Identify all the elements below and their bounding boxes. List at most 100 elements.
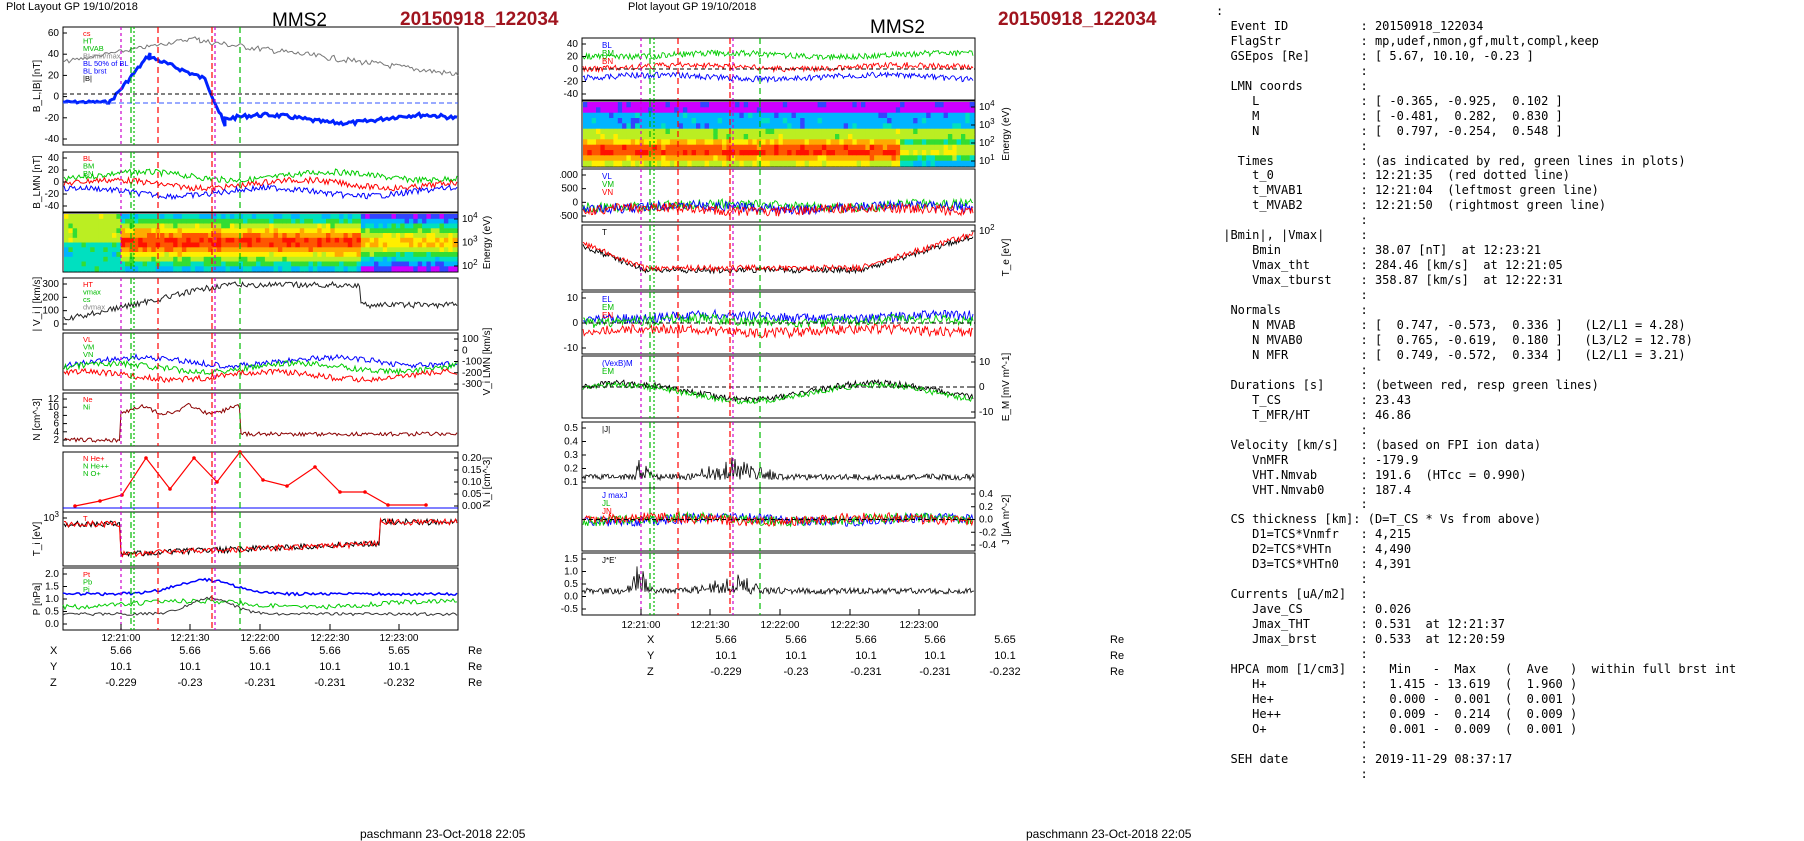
middle-spectrogram-cell — [596, 134, 601, 140]
left-spectrogram-cell — [68, 242, 74, 248]
left-spectrogram-cell — [299, 237, 305, 244]
left-spectrogram-cell — [395, 252, 401, 258]
left-spectrogram-cell — [291, 237, 297, 244]
middle-spectrogram-cell — [717, 118, 723, 124]
left-spectrogram-cell — [264, 214, 270, 220]
left-spectrogram-cell — [426, 228, 432, 234]
left-spectrogram-cell — [208, 218, 214, 225]
left-spectrogram-cell — [251, 218, 257, 225]
left-spectrogram-cell — [264, 247, 270, 253]
middle-legend-entry: (VexB)M — [602, 359, 633, 368]
middle-spectrogram-cell — [791, 150, 797, 156]
middle-spectrogram-cell — [730, 150, 736, 156]
middle-spectrogram-cell — [826, 123, 832, 130]
left-spectrogram-cell — [413, 218, 419, 225]
middle-y-tick-label: 0.4 — [979, 489, 993, 500]
middle-data-trace — [582, 61, 974, 74]
left-spectrogram-cell — [72, 261, 78, 267]
left-spectrogram-cell — [133, 252, 139, 258]
middle-legend-entry: VM — [602, 180, 614, 189]
left-position-value: 5.66 — [319, 645, 341, 657]
middle-spectrogram-cell — [739, 134, 745, 140]
middle-spectrogram-cell — [804, 107, 810, 114]
middle-position-unit: Re — [1110, 666, 1125, 678]
middle-spectrogram-cell — [908, 107, 914, 114]
left-y-tick-label: 300 — [42, 279, 59, 290]
left-spectrogram-cell — [64, 266, 69, 272]
left-spectrogram-cell — [413, 214, 419, 220]
left-spectrogram-cell — [138, 233, 144, 239]
middle-spectrogram-cell — [609, 123, 614, 130]
middle-spectrogram-cell — [821, 123, 827, 130]
middle-spectrogram-cell — [939, 102, 945, 108]
middle-spectrogram-cell — [665, 112, 671, 119]
middle-spectrogram-cell — [591, 139, 597, 146]
left-spectrogram-cell — [98, 233, 104, 239]
middle-spectrogram-cell — [700, 134, 706, 140]
left-spectrogram-cell — [308, 242, 314, 248]
middle-spectrogram-cell — [874, 112, 879, 119]
left-spectrogram-cell — [72, 252, 78, 258]
middle-spectrogram-cell — [735, 112, 740, 119]
middle-y-tick-label: 1.0 — [564, 567, 578, 578]
middle-spectrogram-cell — [939, 134, 945, 140]
middle-spectrogram-cell — [956, 144, 962, 151]
middle-spectrogram-cell — [787, 144, 793, 151]
left-spectrogram-cell — [304, 223, 310, 229]
left-spectrogram-cell — [312, 261, 318, 267]
middle-spectrogram-cell — [769, 155, 775, 162]
left-spectrogram-cell — [365, 237, 371, 244]
left-spectrogram-cell — [365, 228, 371, 234]
middle-spectrogram-cell — [700, 160, 706, 167]
left-spectrogram-cell — [443, 223, 449, 229]
left-spectrogram-cell — [229, 252, 235, 258]
middle-spectrogram-cell — [696, 112, 701, 119]
left-spectrogram-cell — [177, 247, 183, 253]
left-spectrogram-cell — [225, 223, 231, 229]
left-spectrogram-cell — [334, 237, 340, 244]
left-spectrogram-cell — [72, 233, 78, 239]
middle-time-tick-label: 12:22:00 — [761, 620, 800, 631]
middle-spectrogram-cell — [656, 155, 662, 162]
left-spectrogram-cell — [308, 228, 314, 234]
left-spectrogram-cell — [234, 247, 240, 253]
middle-spectrogram-cell — [682, 112, 688, 119]
middle-spectrogram-cell — [848, 107, 853, 114]
left-y-tick-label: 4 — [53, 427, 59, 438]
left-spectrogram-cell — [133, 214, 139, 220]
left-y-axis-label: N_i [cm^-3] — [482, 457, 493, 507]
left-spectrogram-cell — [352, 247, 358, 253]
middle-spectrogram-cell — [817, 139, 823, 146]
middle-spectrogram-cell — [639, 123, 645, 130]
middle-spectrogram-cell — [865, 118, 871, 124]
left-spectrogram-cell — [243, 266, 248, 272]
left-y-axis-label: B_L,|B| [nT] — [32, 60, 43, 113]
left-spectrogram-cell — [378, 266, 384, 272]
middle-y-tick-label: 500 — [561, 184, 578, 195]
summary-line: : — [1216, 213, 1368, 228]
left-spectrogram-cell — [278, 214, 283, 220]
middle-spectrogram-cell — [843, 144, 849, 151]
middle-spectrogram-cell — [596, 160, 601, 167]
middle-spectrogram-cell — [956, 123, 962, 130]
left-spectrogram-cell — [195, 214, 200, 220]
left-spectrogram-cell — [103, 261, 109, 267]
middle-spectrogram-cell — [678, 112, 684, 119]
left-spacecraft-title: MMS2 — [272, 10, 327, 31]
middle-spectrogram-cell — [643, 102, 649, 108]
left-spectrogram-cell — [391, 218, 397, 225]
left-spectrogram-cell — [181, 252, 187, 258]
left-spectrogram-cell — [304, 266, 310, 272]
left-spectrogram-cell — [343, 223, 349, 229]
middle-spectrogram-cell — [934, 139, 940, 146]
middle-spectrogram-cell — [626, 150, 632, 156]
left-spectrogram-cell — [212, 228, 218, 234]
middle-spectrogram-cell — [956, 112, 962, 119]
left-spectrogram-cell — [133, 256, 139, 263]
left-he-plus-plus-point — [313, 465, 317, 469]
middle-spectrogram-cell — [961, 144, 966, 151]
middle-spectrogram-cell — [756, 155, 762, 162]
left-y-tick-label: 0.0 — [45, 619, 59, 630]
left-spectrogram-cell — [216, 233, 222, 239]
left-spectrogram-cell — [238, 252, 244, 258]
